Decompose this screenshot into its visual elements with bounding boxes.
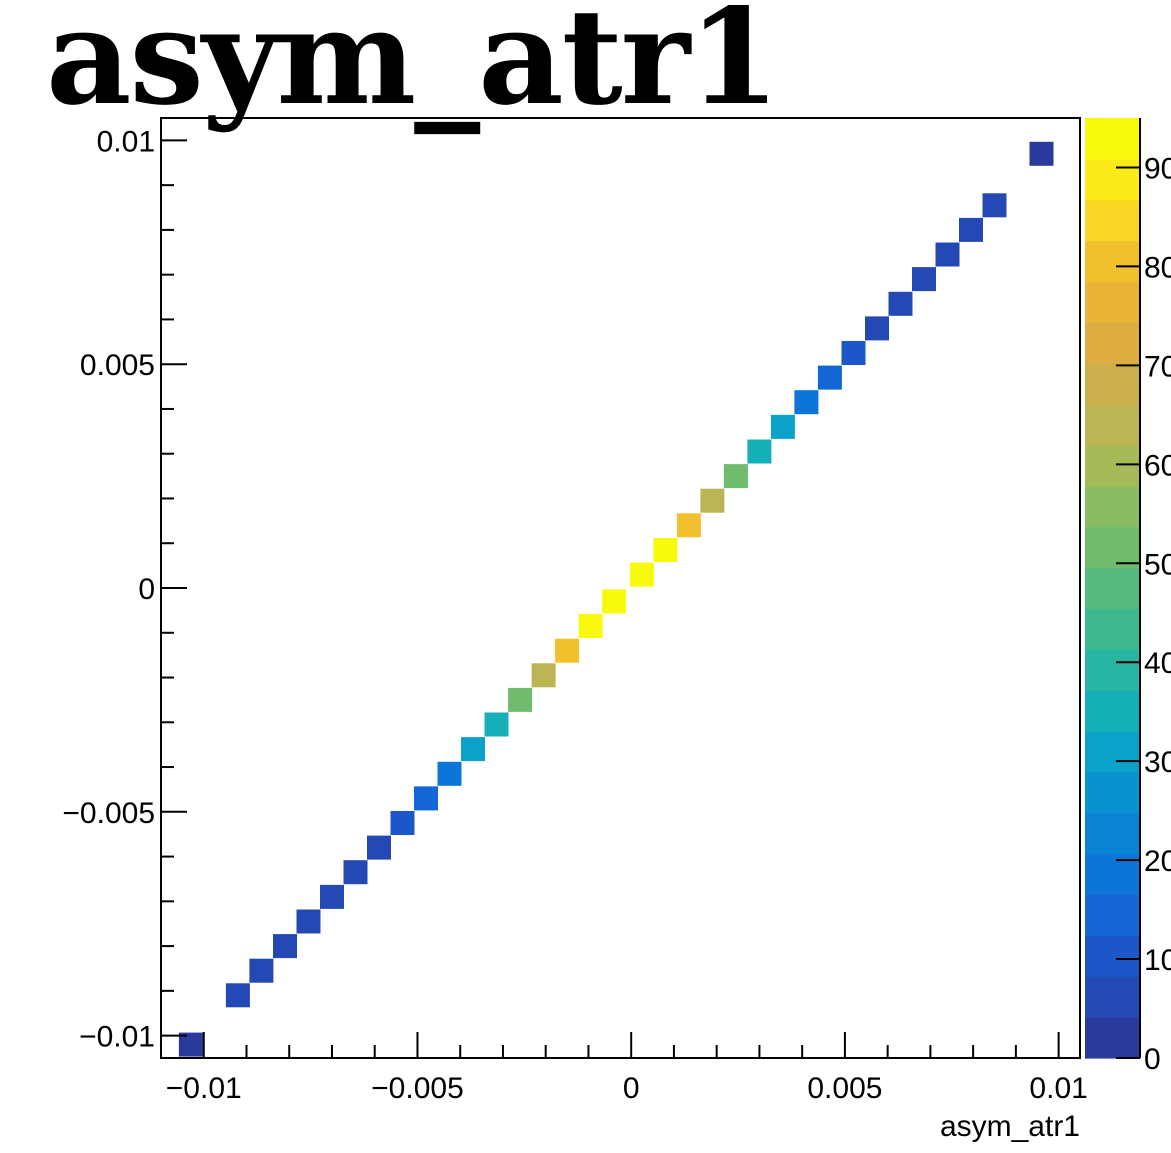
heatmap-cell-29 xyxy=(888,291,913,316)
heatmap-cell-13 xyxy=(508,687,533,712)
heatmap-cell-23 xyxy=(747,439,772,464)
heatmap-cell-12 xyxy=(484,712,509,737)
heatmap-cell-14 xyxy=(531,663,556,688)
x-tick-label: −0.01 xyxy=(166,1072,242,1105)
heatmap-cell-27 xyxy=(841,341,866,365)
colorbar-band xyxy=(1085,771,1140,814)
colorbar-band xyxy=(1085,322,1140,364)
colorbar-tick-label: 10 xyxy=(1144,944,1171,977)
heatmap-cell-4 xyxy=(296,909,321,934)
heatmap-cell-6 xyxy=(343,860,368,885)
colorbar-band xyxy=(1085,281,1140,323)
heatmap-cell-1 xyxy=(225,983,250,1008)
colorbar-band xyxy=(1085,485,1140,528)
heatmap-cell-26 xyxy=(817,365,842,390)
colorbar-tick-label: 20 xyxy=(1144,845,1171,878)
heatmap-cell-28 xyxy=(865,316,889,341)
colorbar-band xyxy=(1085,363,1140,405)
heatmap-cell-8 xyxy=(390,811,415,835)
colorbar-band xyxy=(1085,608,1140,650)
heatmap-cell-5 xyxy=(320,884,344,909)
colorbar-band xyxy=(1085,404,1140,446)
colorbar-band xyxy=(1085,158,1140,201)
colorbar-layer: 0 10 20 30 40 50 60 70 80 90 xyxy=(1085,118,1171,1076)
heatmap-cell-2 xyxy=(249,958,274,983)
colorbar-band xyxy=(1085,935,1140,977)
heatmap-cell-19 xyxy=(653,538,678,562)
colorbar-band xyxy=(1085,894,1140,936)
colorbar-band xyxy=(1085,199,1140,242)
colorbar-tick-label: 90 xyxy=(1144,152,1171,185)
colorbar-band xyxy=(1085,976,1140,1018)
heatmap-cell-7 xyxy=(367,835,391,860)
heatmap-cell-24 xyxy=(770,414,795,439)
heatmap-cell-10 xyxy=(437,761,462,786)
colorbar-tick-label: 70 xyxy=(1144,350,1171,383)
colorbar-band xyxy=(1085,690,1140,732)
colorbar-band xyxy=(1085,444,1140,487)
y-tick-label: 0.01 xyxy=(97,125,155,158)
heatmap-cell-11 xyxy=(461,737,485,762)
heatmap-cell-9 xyxy=(414,786,438,811)
colorbar-tick-label: 80 xyxy=(1144,251,1171,284)
colorbar-band xyxy=(1085,240,1140,283)
colorbar-tick-label: 30 xyxy=(1144,746,1171,779)
colorbar-tick-label: 60 xyxy=(1144,449,1171,482)
y-tick-label: −0.01 xyxy=(79,1021,155,1054)
colorbar-band xyxy=(1085,731,1140,773)
y-tick-label: 0 xyxy=(138,573,155,606)
colorbar-band xyxy=(1085,649,1140,691)
colorbar-band xyxy=(1085,118,1140,160)
colorbar-tick-label: 0 xyxy=(1144,1043,1161,1076)
x-tick-label: 0 xyxy=(623,1072,640,1105)
heatmap-cell-20 xyxy=(676,513,701,538)
heatmap-cell-25 xyxy=(794,390,819,415)
colorbar-band xyxy=(1085,1017,1140,1059)
colorbar-tick-label: 50 xyxy=(1144,548,1171,581)
axes-layer: −0.01 −0.005 0 0.005 0.01 −0.01 −0.005 0 0.005 0.… xyxy=(62,117,1088,1143)
heatmap-cell-30 xyxy=(912,267,936,292)
heatmap-cell-21 xyxy=(700,488,725,513)
x-tick-label: −0.005 xyxy=(371,1072,464,1105)
heatmap-cell-33 xyxy=(982,193,1007,218)
y-tick-label: −0.005 xyxy=(62,797,155,830)
heatmap-cell-32 xyxy=(959,217,983,242)
heatmap-cell-17 xyxy=(602,589,627,614)
heatmap-cell-16 xyxy=(578,614,603,638)
x-tick-label: 0.01 xyxy=(1029,1072,1087,1105)
heatmap-cell-34 xyxy=(1029,141,1054,166)
chart-title: asym_atr1 xyxy=(46,0,780,135)
heatmap-cell-22 xyxy=(723,464,748,489)
heatmap-cell-31 xyxy=(935,242,960,267)
colorbar-band xyxy=(1085,567,1140,610)
cells-layer xyxy=(178,141,1054,1057)
x-tick-label: 0.005 xyxy=(807,1072,882,1105)
colorbar-tick-label: 40 xyxy=(1144,647,1171,680)
heatmap-cell-15 xyxy=(555,638,580,663)
heatmap-cell-3 xyxy=(273,934,297,959)
y-tick-label: 0.005 xyxy=(80,349,155,382)
colorbar-band xyxy=(1085,812,1140,855)
x-axis-title: asym_atr1 xyxy=(940,1110,1080,1143)
heatmap-cell-18 xyxy=(629,562,654,587)
colorbar-band xyxy=(1085,526,1140,569)
